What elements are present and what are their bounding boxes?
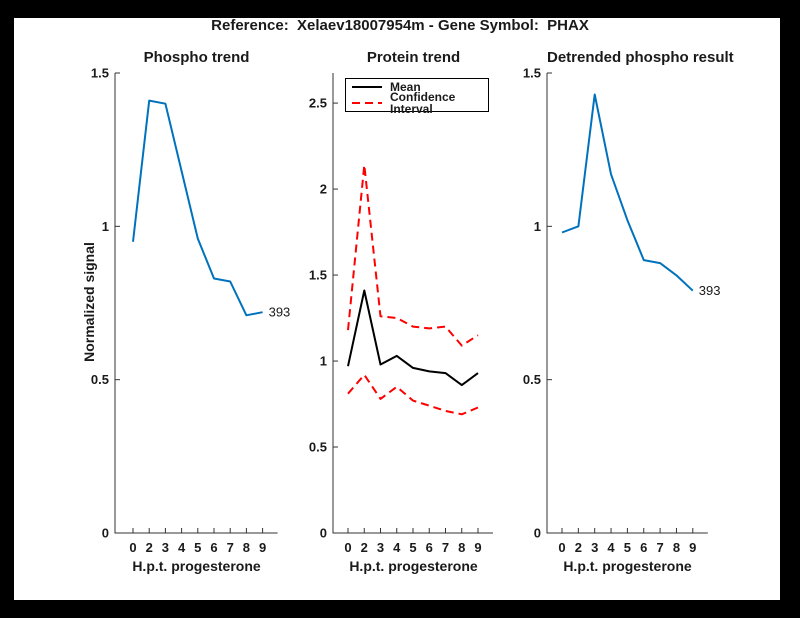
x-tick-label: 5 — [624, 540, 631, 555]
endpoint-annotation: 393 — [699, 283, 721, 298]
y-tick-label: 0 — [102, 526, 109, 541]
x-tick-label: 0 — [344, 540, 351, 555]
legend-entry-confidence-interval: Confidence Interval — [346, 91, 488, 115]
y-tick-label: 1.5 — [309, 268, 327, 283]
x-tick-label: 0 — [129, 540, 136, 555]
x-tick-label: 2 — [146, 540, 153, 555]
y-tick-label: 0 — [320, 526, 327, 541]
chart2-x-axis-label: H.p.t. progesterone — [349, 558, 478, 574]
x-tick-label: 5 — [409, 540, 416, 555]
series-line-blue — [132, 99, 263, 317]
x-tick-label: 7 — [442, 540, 449, 555]
x-tick-label: 3 — [162, 540, 169, 555]
legend: Mean Confidence Interval — [345, 78, 489, 115]
y-tick-label: 1 — [534, 219, 541, 234]
y-tick-label: 1 — [320, 354, 327, 369]
series-line-red — [347, 164, 479, 347]
y-tick-label: 0 — [534, 526, 541, 541]
axis-spine — [332, 73, 493, 534]
figure-title: Reference: Xelaev18007954m - Gene Symbol… — [211, 17, 589, 34]
x-tick-label: 8 — [243, 540, 250, 555]
y-tick-label: 0.5 — [91, 372, 109, 387]
legend-dashed-line-icon — [352, 102, 382, 104]
y-tick-label: 2.5 — [309, 96, 327, 111]
x-tick-label: 7 — [227, 540, 234, 555]
y-tick-label: 0.5 — [309, 440, 327, 455]
legend-label-confidence-interval: Confidence Interval — [390, 90, 456, 116]
x-tick-label: 3 — [591, 540, 598, 555]
x-tick-label: 4 — [607, 540, 615, 555]
x-tick-label: 2 — [575, 540, 582, 555]
series-line-red — [347, 373, 479, 416]
axis-spine — [546, 73, 708, 534]
x-tick-label: 9 — [689, 540, 696, 555]
x-tick-label: 8 — [458, 540, 465, 555]
y-tick-label: 2 — [320, 182, 327, 197]
x-tick-label: 3 — [377, 540, 384, 555]
axis-spine — [114, 73, 278, 534]
y-tick-label: 1.5 — [523, 66, 541, 81]
x-tick-label: 7 — [656, 540, 663, 555]
x-tick-label: 2 — [361, 540, 368, 555]
x-tick-label: 5 — [194, 540, 201, 555]
y-tick-label: 1.5 — [91, 66, 109, 81]
figure-canvas — [14, 18, 780, 600]
y-axis-label: Normalized signal — [81, 242, 97, 362]
x-tick-label: 4 — [393, 540, 401, 555]
y-tick-label: 1 — [102, 219, 109, 234]
x-tick-label: 4 — [178, 540, 186, 555]
legend-solid-line-icon — [352, 86, 382, 88]
x-tick-label: 8 — [673, 540, 680, 555]
x-tick-label: 6 — [210, 540, 217, 555]
chart3-title: Detrended phospho result — [547, 49, 734, 66]
series-line-blue — [561, 93, 694, 292]
chart3-x-axis-label: H.p.t. progesterone — [563, 558, 692, 574]
endpoint-annotation: 393 — [269, 305, 291, 320]
x-tick-label: 9 — [259, 540, 266, 555]
x-tick-label: 6 — [426, 540, 433, 555]
x-tick-label: 6 — [640, 540, 647, 555]
legend-label-mean: Mean — [390, 80, 421, 94]
x-tick-label: 0 — [558, 540, 565, 555]
chart2-title: Protein trend — [366, 49, 461, 66]
chart1-title: Phospho trend — [143, 49, 250, 66]
chart1-x-axis-label: H.p.t. progesterone — [132, 558, 261, 574]
legend-entry-mean: Mean — [346, 79, 488, 95]
series-line-black — [347, 289, 479, 387]
y-tick-label: 0.5 — [523, 372, 541, 387]
x-tick-label: 9 — [474, 540, 481, 555]
